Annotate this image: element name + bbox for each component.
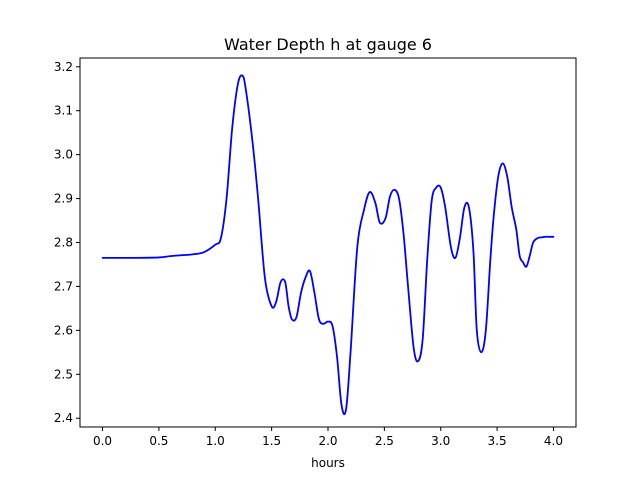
x-tick-label: 1.0 <box>206 434 225 448</box>
x-axis-label: hours <box>311 456 345 470</box>
x-tick-label: 0.0 <box>93 434 112 448</box>
x-tick-label: 3.5 <box>488 434 507 448</box>
y-tick-label: 3.0 <box>54 148 73 162</box>
series-layer <box>101 74 555 416</box>
y-tick-label: 3.1 <box>54 104 73 118</box>
x-tick-label: 4.0 <box>544 434 563 448</box>
x-tick-label: 1.5 <box>262 434 281 448</box>
x-tick-label: 2.5 <box>375 434 394 448</box>
y-tick-label: 2.6 <box>54 323 73 337</box>
x-tick-label: 3.0 <box>431 434 450 448</box>
series-line-0 <box>101 74 555 416</box>
y-tick-label: 2.4 <box>54 411 73 425</box>
y-tick-label: 2.5 <box>54 367 73 381</box>
y-tick-label: 3.2 <box>54 60 73 74</box>
y-tick-label: 2.7 <box>54 279 73 293</box>
chart-title: Water Depth h at gauge 6 <box>224 35 432 54</box>
y-axis-ticks: 2.4 2.5 2.6 2.7 2.8 2.9 3.0 3.1 3.2 <box>54 60 80 425</box>
x-tick-label: 0.5 <box>149 434 168 448</box>
y-tick-label: 2.8 <box>54 236 73 250</box>
x-axis-ticks: 0.0 0.5 1.0 1.5 2.0 2.5 3.0 3.5 4.0 <box>93 427 563 448</box>
y-tick-label: 2.9 <box>54 192 73 206</box>
x-tick-label: 2.0 <box>318 434 337 448</box>
